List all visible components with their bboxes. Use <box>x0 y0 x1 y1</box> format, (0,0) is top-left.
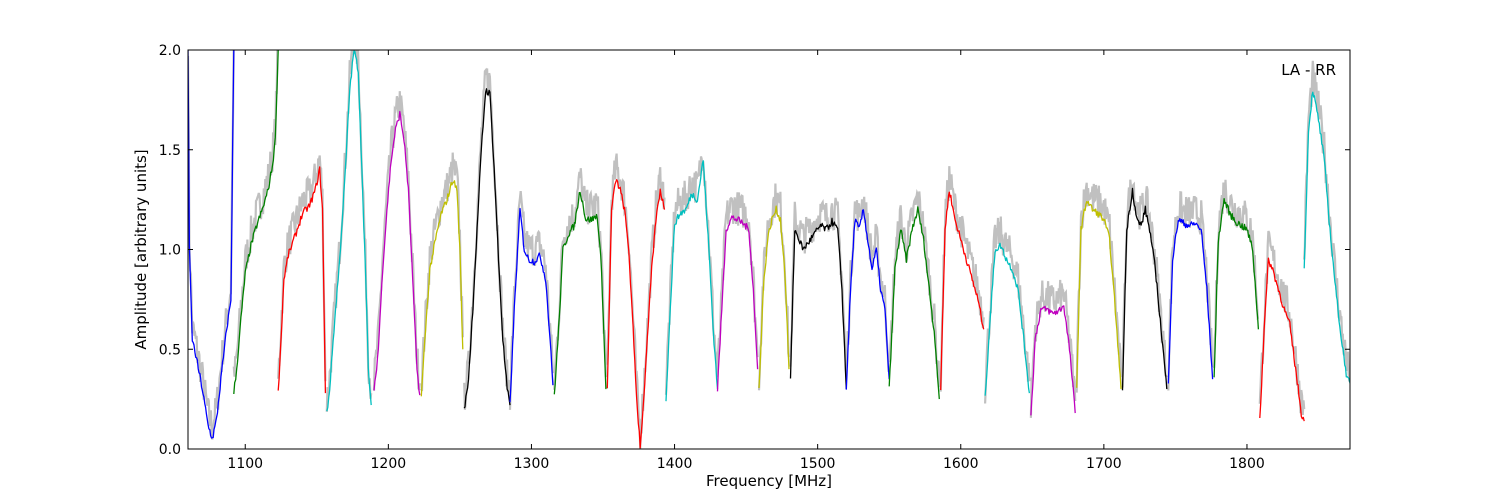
x-tick-label: 1700 <box>1086 456 1122 472</box>
series-line-13 <box>758 205 790 389</box>
envelope-segment <box>420 152 464 392</box>
envelope-segment <box>232 50 279 377</box>
x-axis: 1100 1200 1300 1400 1500 1600 1700 1800 <box>227 50 1265 472</box>
x-tick-label: 1600 <box>943 456 979 472</box>
series-line-6 <box>420 180 464 397</box>
y-axis: 0.0 0.5 1.0 1.5 2.0 <box>159 43 1350 458</box>
y-tick-label: 1.5 <box>159 143 181 159</box>
series-line-19 <box>1030 305 1076 416</box>
envelope-segment <box>553 168 607 390</box>
x-tick-label: 1400 <box>657 456 693 472</box>
series-line-21 <box>1121 187 1168 391</box>
series-line-4 <box>326 50 372 412</box>
series-line-16 <box>888 206 940 400</box>
series-line-7 <box>463 88 511 409</box>
series-line-23 <box>1213 197 1260 378</box>
series-line-2 <box>233 50 279 395</box>
y-tick-label: 0.0 <box>159 442 181 458</box>
series-line-18 <box>984 242 1031 396</box>
y-tick-label: 0.5 <box>159 342 181 358</box>
series-line-11 <box>665 160 719 402</box>
x-tick-label: 1100 <box>227 456 263 472</box>
envelope-segment <box>1029 279 1077 418</box>
series-line-14 <box>789 217 847 390</box>
series-line-3 <box>277 166 327 394</box>
envelope-segment <box>1121 179 1168 388</box>
x-tick-label: 1500 <box>800 456 836 472</box>
x-tick-label: 1300 <box>514 456 550 472</box>
envelope-segment <box>188 50 235 440</box>
series-line-10 <box>606 179 666 449</box>
series-line-20 <box>1076 200 1122 390</box>
envelope-segment <box>888 188 941 388</box>
y-tick-label: 2.0 <box>159 43 181 59</box>
series-line-22 <box>1167 217 1214 384</box>
series-layer <box>188 50 1350 449</box>
y-axis-label: Amplitude [arbitrary units] <box>132 149 150 349</box>
envelope-segment <box>1167 191 1214 391</box>
series-line-9 <box>553 191 607 395</box>
series-line-25 <box>1303 91 1350 384</box>
plot-area <box>188 50 1350 449</box>
envelope-segment <box>984 216 1031 404</box>
x-tick-label: 1800 <box>1229 456 1265 472</box>
series-line-15 <box>845 209 890 390</box>
series-line-17 <box>940 191 985 391</box>
x-tick-label: 1200 <box>371 456 407 472</box>
series-line-1 <box>188 50 235 439</box>
x-axis-label: Frequency [MHz] <box>706 472 832 490</box>
series-line-8 <box>509 207 554 403</box>
envelope-segment <box>789 197 848 378</box>
panel-annotation: LA - RR <box>1281 61 1336 79</box>
series-line-24 <box>1259 257 1305 422</box>
series-line-12 <box>716 215 759 392</box>
series-line-5 <box>373 110 421 396</box>
y-tick-label: 1.0 <box>159 243 181 259</box>
